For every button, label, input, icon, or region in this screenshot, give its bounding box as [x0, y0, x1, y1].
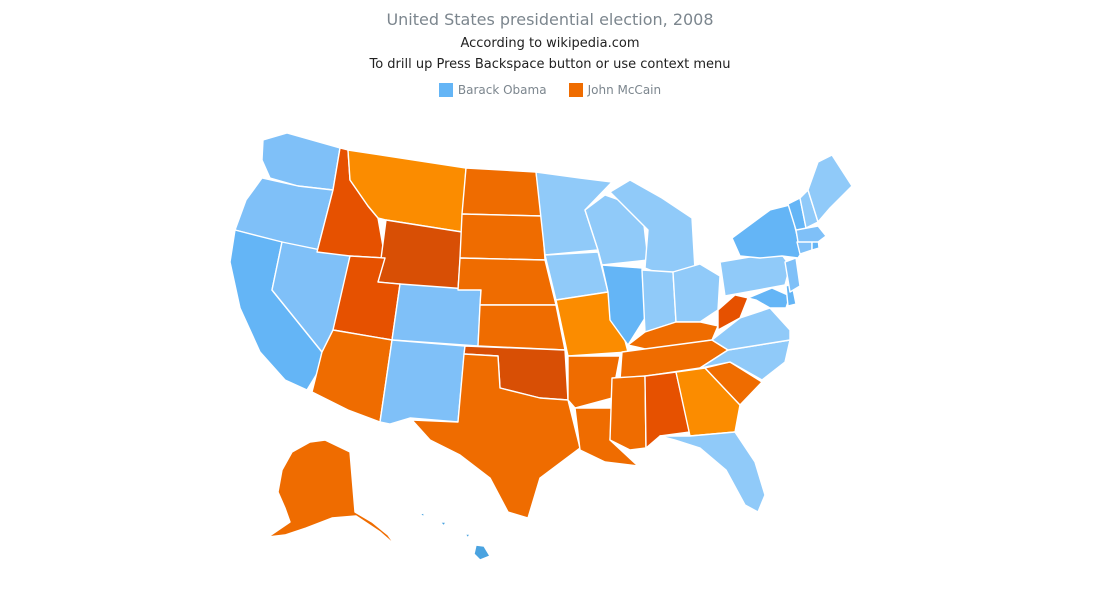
state-south-dakota[interactable]: John McCain — [459, 213, 546, 261]
legend-item-obama[interactable]: Barack Obama — [438, 83, 547, 97]
state-massachusetts[interactable]: Barack Obama — [795, 225, 827, 243]
legend-label-obama: Barack Obama — [457, 83, 547, 97]
state-north-dakota[interactable]: John McCain — [461, 167, 543, 217]
state-ohio[interactable]: Barack Obama — [672, 263, 721, 323]
state-west-virginia[interactable]: John McCain — [717, 294, 749, 331]
chart-title: United States presidential election, 200… — [386, 10, 714, 29]
chart-subtitle-source: According to wikipedia.com — [460, 36, 640, 51]
state-alaska[interactable]: John McCain — [267, 439, 396, 546]
legend-label-mccain: John McCain — [587, 83, 662, 97]
legend: Barack Obama John McCain — [0, 83, 1100, 97]
state-new-mexico[interactable]: Barack Obama — [379, 339, 466, 425]
state-alabama[interactable]: John McCain — [644, 371, 691, 449]
state-mississippi[interactable]: John McCain — [609, 375, 647, 451]
state-indiana[interactable]: Barack Obama — [641, 269, 677, 333]
state-arkansas[interactable]: John McCain — [567, 355, 621, 409]
state-kansas[interactable]: John McCain — [477, 304, 566, 351]
state-hawaii[interactable]: Barack Obama — [419, 512, 491, 561]
state-colorado[interactable]: Barack Obama — [391, 283, 482, 347]
legend-swatch-mccain — [568, 83, 583, 97]
state-wyoming[interactable]: John McCain — [377, 219, 463, 291]
state-new-york[interactable]: Barack Obama — [731, 204, 803, 259]
state-pennsylvania[interactable]: Barack Obama — [719, 251, 791, 297]
state-maine[interactable]: Barack Obama — [807, 154, 853, 223]
state-florida[interactable]: Barack Obama — [659, 431, 766, 513]
legend-item-mccain[interactable]: John McCain — [568, 83, 662, 97]
legend-swatch-obama — [438, 83, 453, 97]
state-new-jersey[interactable]: Barack Obama — [784, 257, 801, 293]
chart-subtitle-instructions: To drill up Press Backspace button or us… — [369, 57, 731, 72]
state-texas[interactable]: John McCain — [411, 353, 581, 519]
